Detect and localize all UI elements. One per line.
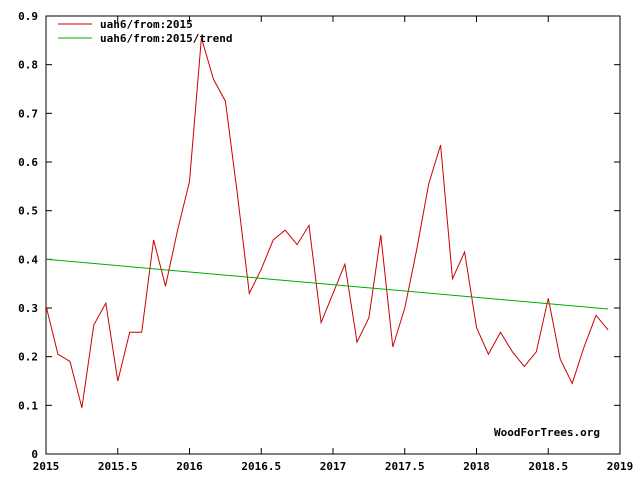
y-tick-label: 0.5 [18,205,38,218]
y-tick-label: 0.2 [18,351,38,364]
series-line-trend [45,258,609,310]
x-tick-label: 2018 [463,460,490,473]
series-layer [45,37,609,408]
x-tick-label: 2017.5 [385,460,425,473]
x-tick-label: 2015 [33,460,60,473]
plot-frame [45,15,621,455]
legend: uah6/from:2015 uah6/from:2015/trend [58,18,232,45]
watermark: WoodForTrees.org [494,426,600,439]
y-tick-label: 0.6 [18,156,38,169]
legend-label-trend: uah6/from:2015/trend [100,32,232,45]
y-axis: 0 0.1 0.2 0.3 0.4 0.5 0.6 0.7 0.8 0.9 [18,10,620,461]
y-tick-label: 0 [31,448,38,461]
y-tick-label: 0.7 [18,107,38,120]
series-line-uah6 [45,37,609,408]
y-tick-label: 0.9 [18,10,38,23]
y-tick-label: 0.4 [18,253,38,266]
x-tick-label: 2018.5 [528,460,568,473]
x-tick-label: 2016 [176,460,203,473]
y-tick-label: 0.1 [18,399,38,412]
x-tick-label: 2016.5 [241,460,281,473]
legend-label-uah6: uah6/from:2015 [100,18,193,31]
x-axis: 2015 2015.5 2016 2016.5 2017 2017.5 2018 2018.5… [33,16,634,473]
x-tick-label: 2019 [607,460,634,473]
y-tick-label: 0.8 [18,59,38,72]
x-tick-label: 2015.5 [98,460,138,473]
y-tick-label: 0.3 [18,302,38,315]
x-tick-label: 2017 [320,460,347,473]
